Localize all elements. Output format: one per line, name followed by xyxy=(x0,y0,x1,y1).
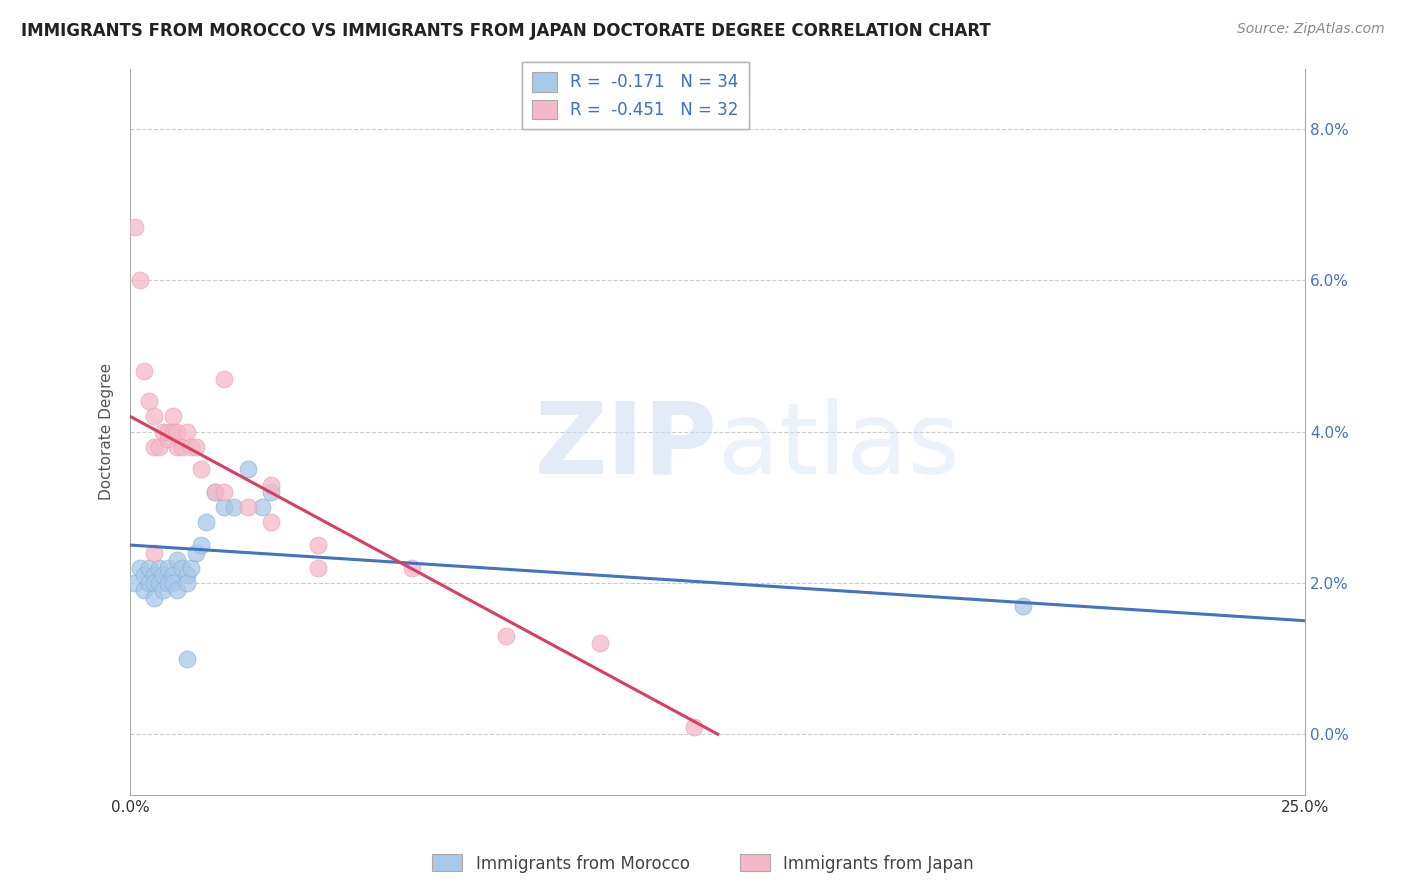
Point xyxy=(214,372,236,386)
Text: ZIP: ZIP xyxy=(534,398,717,495)
Legend: Immigrants from Morocco, Immigrants from Japan: Immigrants from Morocco, Immigrants from… xyxy=(426,847,980,880)
Point xyxy=(152,568,174,582)
Point xyxy=(176,575,198,590)
Point xyxy=(190,538,212,552)
Point xyxy=(134,364,156,378)
Point xyxy=(176,568,198,582)
Point xyxy=(162,409,184,424)
Point xyxy=(214,500,236,515)
Point xyxy=(138,394,160,409)
Point xyxy=(236,500,259,515)
Point xyxy=(148,561,170,575)
Text: IMMIGRANTS FROM MOROCCO VS IMMIGRANTS FROM JAPAN DOCTORATE DEGREE CORRELATION CH: IMMIGRANTS FROM MOROCCO VS IMMIGRANTS FR… xyxy=(21,22,991,40)
Point xyxy=(142,591,165,605)
Point xyxy=(260,516,283,530)
Point xyxy=(222,500,245,515)
Point xyxy=(142,440,165,454)
Point xyxy=(156,575,179,590)
Point xyxy=(162,568,184,582)
Point xyxy=(190,462,212,476)
Point xyxy=(260,477,283,491)
Point xyxy=(134,568,156,582)
Point xyxy=(142,575,165,590)
Point xyxy=(176,425,198,439)
Point xyxy=(307,561,329,575)
Point xyxy=(589,636,612,650)
Point xyxy=(170,561,193,575)
Point xyxy=(156,432,179,446)
Point xyxy=(180,561,202,575)
Point xyxy=(166,553,188,567)
Point xyxy=(142,568,165,582)
Point xyxy=(148,440,170,454)
Point xyxy=(204,485,226,500)
Point xyxy=(260,485,283,500)
Text: atlas: atlas xyxy=(717,398,959,495)
Point xyxy=(162,575,184,590)
Point xyxy=(204,485,226,500)
Point xyxy=(495,629,517,643)
Point xyxy=(307,538,329,552)
Point xyxy=(124,220,146,235)
Point xyxy=(162,425,184,439)
Point xyxy=(1012,599,1035,613)
Point xyxy=(138,561,160,575)
Point xyxy=(214,485,236,500)
Point xyxy=(166,425,188,439)
Point xyxy=(166,583,188,598)
Point xyxy=(142,409,165,424)
Point xyxy=(170,440,193,454)
Point xyxy=(184,546,207,560)
Point xyxy=(152,583,174,598)
Y-axis label: Doctorate Degree: Doctorate Degree xyxy=(100,363,114,500)
Point xyxy=(156,425,179,439)
Point xyxy=(142,546,165,560)
Point xyxy=(166,440,188,454)
Legend: R =  -0.171   N = 34, R =  -0.451   N = 32: R = -0.171 N = 34, R = -0.451 N = 32 xyxy=(522,62,749,129)
Point xyxy=(176,651,198,665)
Point xyxy=(148,575,170,590)
Point xyxy=(156,561,179,575)
Point xyxy=(134,583,156,598)
Point xyxy=(236,462,259,476)
Point xyxy=(128,273,150,287)
Point xyxy=(250,500,273,515)
Point xyxy=(683,720,706,734)
Point xyxy=(180,440,202,454)
Text: Source: ZipAtlas.com: Source: ZipAtlas.com xyxy=(1237,22,1385,37)
Point xyxy=(124,575,146,590)
Point xyxy=(152,425,174,439)
Point xyxy=(138,575,160,590)
Point xyxy=(184,440,207,454)
Point xyxy=(128,561,150,575)
Point xyxy=(194,516,217,530)
Point xyxy=(401,561,423,575)
